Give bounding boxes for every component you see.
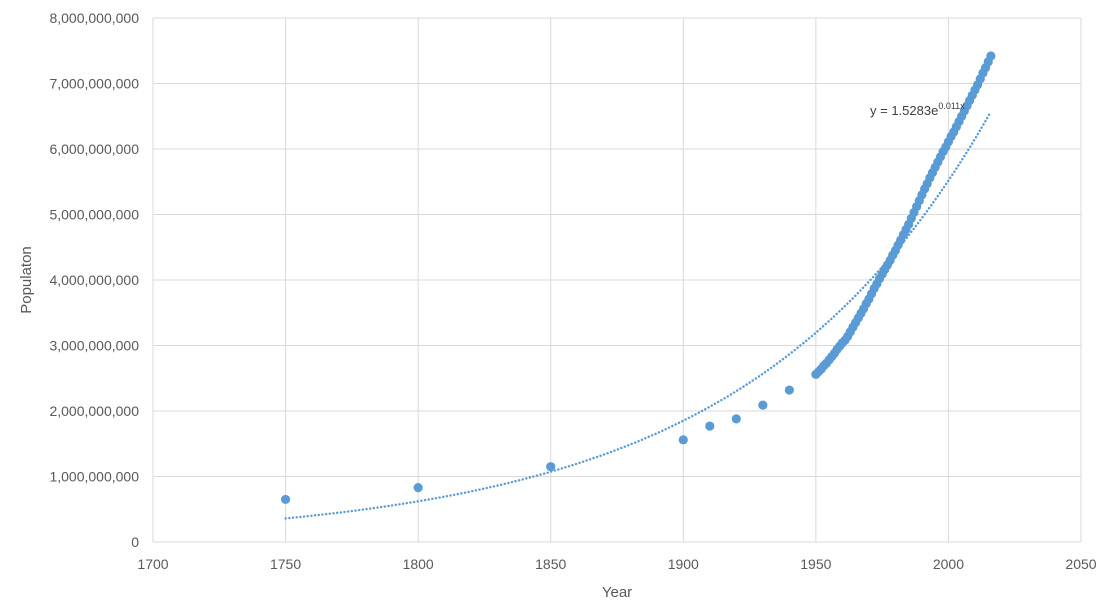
data-point [678,435,688,445]
y-axis-title: Populaton [18,246,35,314]
trendline-equation-exponent: 0.011x [938,101,965,111]
data-point [546,462,556,472]
data-point [784,385,794,395]
trendline-equation-base: y = 1.5283e [870,103,938,118]
x-tick-label: 1750 [270,556,301,572]
data-point [986,51,996,61]
y-tick-label: 0 [131,534,139,550]
y-tick-label: 4,000,000,000 [49,272,139,288]
y-tick-label: 5,000,000,000 [49,207,139,223]
x-tick-label: 1800 [403,556,434,572]
x-tick-label: 1900 [668,556,699,572]
y-tick-label: 8,000,000,000 [49,10,139,26]
x-tick-label: 2000 [933,556,964,572]
x-axis-tick-labels: 1700 1750 1800 1850 1900 1950 2000 2050 [137,556,1096,572]
y-tick-label: 7,000,000,000 [49,76,139,92]
x-axis-title: Year [602,584,632,601]
data-point [731,414,741,424]
data-point [758,400,768,410]
data-point [705,421,715,431]
x-tick-label: 1850 [535,556,566,572]
x-tick-label: 2050 [1065,556,1096,572]
y-tick-label: 1,000,000,000 [49,469,139,485]
x-tick-label: 1950 [800,556,831,572]
trendline-equation: y = 1.5283e0.011x [870,101,965,118]
trendline [284,110,993,520]
trendline-curve [284,110,993,520]
gridlines [152,17,1082,543]
data-points [280,51,996,505]
x-tick-label: 1700 [137,556,168,572]
data-point [280,494,291,505]
y-tick-label: 6,000,000,000 [49,141,139,157]
y-tick-label: 3,000,000,000 [49,338,139,354]
data-point [413,483,423,493]
y-tick-label: 2,000,000,000 [49,403,139,419]
y-axis-tick-labels: 0 1,000,000,000 2,000,000,000 3,000,000,000… [49,10,139,550]
